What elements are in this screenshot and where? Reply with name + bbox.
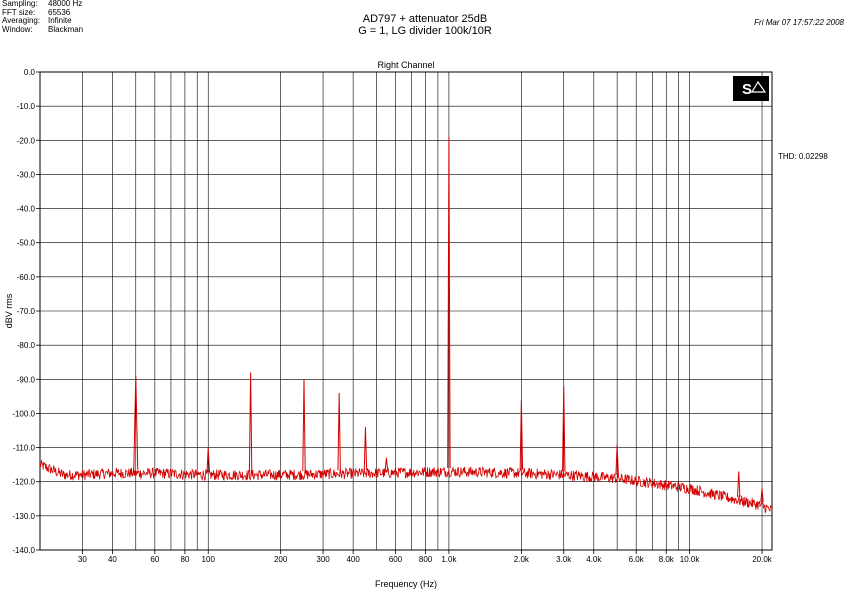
x-axis-label: Frequency (Hz) [375,579,437,589]
x-tick-label: 60 [150,555,159,564]
x-tick-label: 3.0k [556,555,572,564]
x-tick-label: 2.0k [514,555,530,564]
peak-line [562,386,566,472]
y-tick-label: -110.0 [13,444,36,453]
y-tick-label: -10.0 [17,102,36,111]
y-tick-label: -130.0 [12,512,35,521]
meta-row-sampling: Sampling: 48000 Hz [2,0,83,9]
y-tick-label: -90.0 [17,375,36,384]
y-tick-label: 0.0 [24,68,36,77]
x-tick-label: 20.0k [752,555,773,564]
meta-value: Blackman [48,24,84,34]
peak-line [384,457,389,470]
y-tick-label: -30.0 [17,170,36,179]
x-tick-label: 30 [78,555,87,564]
peak-line [737,471,741,497]
peak-line [248,372,253,472]
meta-key: FFT size: [2,7,36,17]
x-tick-label: 600 [389,555,403,564]
x-tick-label: 1.0k [441,555,457,564]
y-tick-label: -50.0 [17,239,36,248]
peak-line [206,447,210,472]
meta-value: Infinite [48,16,72,25]
peak-line [447,136,451,469]
y-tick-label: -60.0 [17,273,36,282]
x-tick-label: 800 [419,555,433,564]
measurement-info: Sampling: 48000 Hz FFT size: 65536 Avera… [2,0,83,34]
spectralab-logo: S [733,76,769,101]
x-axis-ticks: 30 40 60 80 100 200 300 400 600 800 1.0k 2.0k 3.0k 4.… [78,550,773,564]
meta-row-averaging: Averaging: Infinite [2,16,83,26]
x-tick-label: 100 [202,555,216,564]
grid [40,71,772,551]
y-tick-label: -70.0 [17,307,36,316]
x-tick-label: 300 [316,555,330,564]
x-tick-label: 40 [108,555,117,564]
peak-line [133,375,139,470]
y-tick-label: -140.0 [12,546,35,555]
x-tick-label: 400 [346,555,360,564]
y-axis-label: dBV rms [4,293,14,328]
peak-line [760,488,764,503]
x-tick-label: 10.0k [680,555,701,564]
y-tick-label: -120.0 [12,478,35,487]
meta-key: Averaging: [2,16,41,25]
x-tick-label: 8.0k [659,555,675,564]
spectrum-trace [39,459,773,514]
y-tick-label: -100.0 [12,409,35,418]
y-axis-ticks: 0.0 -10.0 -20.0 -30.0 -40.0 -50.0 -60.0 -70.0 -8… [12,68,40,555]
y-tick-label: -80.0 [17,341,36,350]
x-tick-label: 80 [180,555,189,564]
peak-line [302,379,306,472]
peak-line [363,427,368,470]
meta-key: Window: [2,24,33,34]
peak-line [519,399,524,470]
meta-value: 48000 Hz [48,0,83,8]
meta-key: Sampling: [2,0,38,8]
meta-value: 65536 [48,7,71,17]
meta-row-window: Window: Blackman [2,24,84,35]
y-tick-label: -40.0 [17,205,36,214]
thd-readout: THD: 0.02298 [778,152,828,161]
harmonic-peaks [133,136,764,503]
peak-line [615,444,619,475]
y-tick-label: -20.0 [17,136,36,145]
x-tick-label: 6.0k [629,555,645,564]
page-title: AD797 + attenuator 25dB [362,13,488,25]
x-tick-label: 200 [274,555,288,564]
peak-line [337,392,341,471]
x-tick-label: 4.0k [586,555,602,564]
logo-letter: S [742,81,752,98]
chart-title: Right Channel [377,60,434,70]
meta-row-fft-size: FFT size: 65536 [2,7,83,18]
logo-wave-icon [750,80,767,93]
timestamp: Fri Mar 07 17:57:22 2008 [754,18,844,27]
page-subtitle: G = 1, LG divider 100k/10R [358,25,492,37]
